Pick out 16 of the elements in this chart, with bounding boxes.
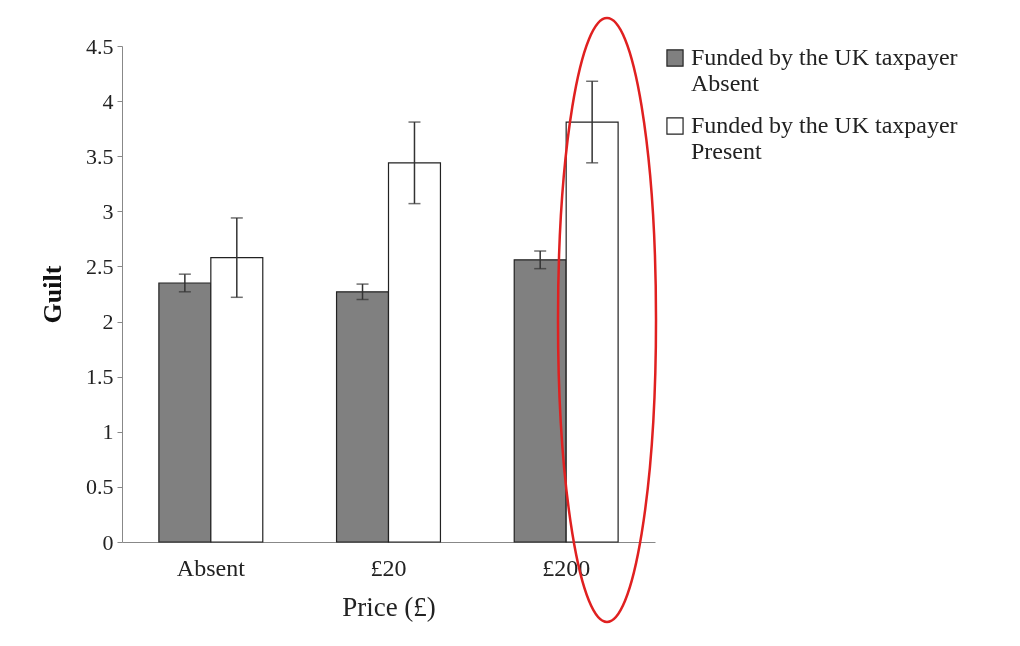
y-tick-label: 1 bbox=[102, 419, 114, 445]
legend-label: Funded by the UK taxpayer Present bbox=[691, 112, 958, 164]
y-tick-label: 0.5 bbox=[86, 474, 114, 500]
y-tick-label: 2 bbox=[102, 309, 114, 335]
x-tick-label: Absent bbox=[176, 554, 246, 581]
y-tick-label: 4 bbox=[102, 88, 114, 114]
legend-label: Funded by the UK taxpayer Absent bbox=[691, 44, 958, 96]
y-tick-label: 0 bbox=[102, 529, 114, 555]
y-tick-label: 4.5 bbox=[86, 33, 114, 59]
x-tick-label: £20 bbox=[370, 554, 407, 581]
y-tick-label: 1.5 bbox=[86, 364, 114, 390]
y-tick-label: 3.5 bbox=[86, 143, 114, 169]
y-tick-label: 3 bbox=[102, 198, 114, 224]
x-axis-title: Price (£) bbox=[342, 591, 436, 622]
y-axis-title: Guilt bbox=[38, 265, 67, 324]
y-tick-label: 2.5 bbox=[86, 253, 114, 279]
